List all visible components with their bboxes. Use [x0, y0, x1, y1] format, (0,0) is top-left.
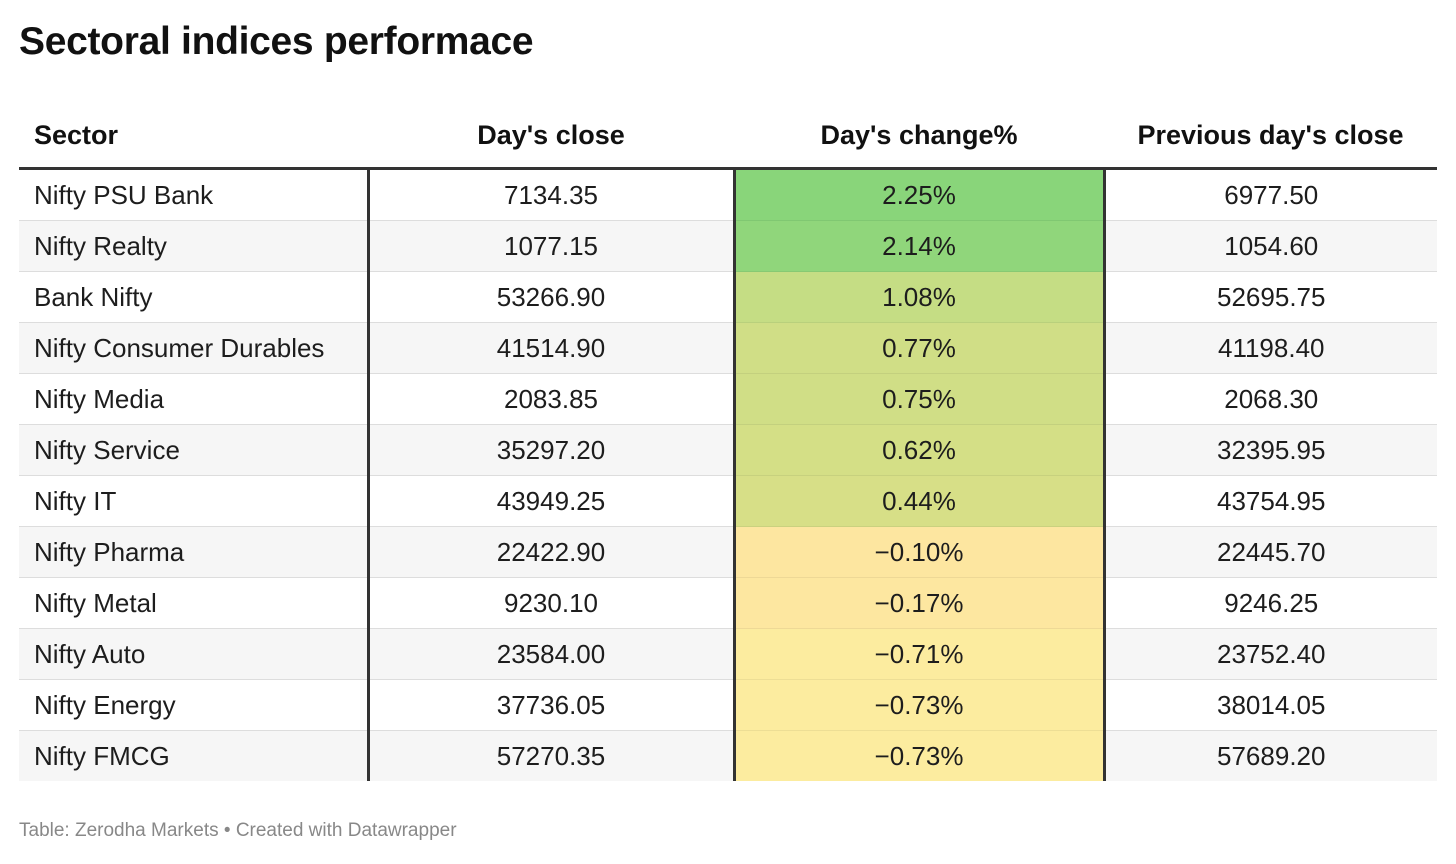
- sector-cell: Nifty Energy: [19, 679, 370, 731]
- days-close-cell: 9230.10: [368, 577, 734, 629]
- days-change-cell: −0.71%: [732, 628, 1106, 680]
- previous-close-cell: 22445.70: [1104, 526, 1437, 578]
- table-body: Nifty PSU Bank 7134.35 2.25% 6977.50 Nifty R…: [19, 168, 1437, 781]
- column-header-days-change[interactable]: Day's change%: [734, 103, 1104, 170]
- source-label: Table: Zerodha Markets: [19, 820, 219, 841]
- sector-cell: Nifty Pharma: [19, 526, 370, 578]
- previous-close-cell: 52695.75: [1104, 271, 1437, 323]
- table-header: Sector Day's close Day's change% Previou…: [19, 103, 1437, 170]
- table-row: Nifty FMCG 57270.35 −0.73% 57689.20: [19, 730, 1437, 781]
- previous-close-cell: 43754.95: [1104, 475, 1437, 527]
- datawrapper-credit-link[interactable]: Created with Datawrapper: [235, 820, 457, 841]
- table-row: Nifty Consumer Durables 41514.90 0.77% 4119…: [19, 322, 1437, 374]
- days-close-cell: 7134.35: [368, 168, 734, 221]
- days-close-cell: 57270.35: [368, 730, 734, 781]
- sector-cell: Nifty Service: [19, 424, 370, 476]
- days-close-cell: 53266.90: [368, 271, 734, 323]
- sector-cell: Nifty FMCG: [19, 730, 370, 781]
- days-change-cell: 0.75%: [732, 373, 1106, 425]
- sector-cell: Nifty Auto: [19, 628, 370, 680]
- table-row: Nifty Energy 37736.05 −0.73% 38014.05: [19, 679, 1437, 731]
- sector-cell: Nifty IT: [19, 475, 370, 527]
- previous-close-cell: 57689.20: [1104, 730, 1437, 781]
- days-change-cell: 2.25%: [732, 168, 1106, 221]
- sector-cell: Nifty Realty: [19, 220, 370, 272]
- previous-close-cell: 38014.05: [1104, 679, 1437, 731]
- days-change-cell: −0.73%: [732, 730, 1106, 781]
- chart-title: Sectoral indices performace: [19, 20, 534, 63]
- previous-close-cell: 6977.50: [1104, 168, 1437, 221]
- previous-close-cell: 41198.40: [1104, 322, 1437, 374]
- days-change-cell: 0.62%: [732, 424, 1106, 476]
- table-row: Nifty Media 2083.85 0.75% 2068.30: [19, 373, 1437, 425]
- table-row: Nifty PSU Bank 7134.35 2.25% 6977.50: [19, 168, 1437, 221]
- table-row: Nifty Realty 1077.15 2.14% 1054.60: [19, 220, 1437, 272]
- days-close-cell: 43949.25: [368, 475, 734, 527]
- days-change-cell: −0.10%: [732, 526, 1106, 578]
- days-change-cell: 2.14%: [732, 220, 1106, 272]
- days-close-cell: 23584.00: [368, 628, 734, 680]
- table-row: Nifty Auto 23584.00 −0.71% 23752.40: [19, 628, 1437, 680]
- column-header-previous-close[interactable]: Previous day's close: [1104, 103, 1437, 170]
- days-change-cell: 0.44%: [732, 475, 1106, 527]
- table-row: Bank Nifty 53266.90 1.08% 52695.75: [19, 271, 1437, 323]
- table-row: Nifty IT 43949.25 0.44% 43754.95: [19, 475, 1437, 527]
- footer-separator: •: [223, 820, 231, 841]
- header-row: Sector Day's close Day's change% Previou…: [19, 103, 1437, 170]
- table-row: Nifty Service 35297.20 0.62% 32395.95: [19, 424, 1437, 476]
- table-row: Nifty Pharma 22422.90 −0.10% 22445.70: [19, 526, 1437, 578]
- sector-cell: Nifty PSU Bank: [19, 168, 370, 221]
- sector-cell: Nifty Consumer Durables: [19, 322, 370, 374]
- previous-close-cell: 9246.25: [1104, 577, 1437, 629]
- days-change-cell: 0.77%: [732, 322, 1106, 374]
- table-footer: Table: Zerodha Markets • Created with Da…: [19, 820, 457, 842]
- sector-cell: Nifty Media: [19, 373, 370, 425]
- previous-close-cell: 2068.30: [1104, 373, 1437, 425]
- sector-performance-table: Sector Day's close Day's change% Previou…: [19, 103, 1437, 781]
- column-header-days-close[interactable]: Day's close: [368, 103, 734, 170]
- days-close-cell: 22422.90: [368, 526, 734, 578]
- days-close-cell: 2083.85: [368, 373, 734, 425]
- sector-cell: Bank Nifty: [19, 271, 370, 323]
- days-close-cell: 1077.15: [368, 220, 734, 272]
- days-change-cell: 1.08%: [732, 271, 1106, 323]
- table-row: Nifty Metal 9230.10 −0.17% 9246.25: [19, 577, 1437, 629]
- previous-close-cell: 32395.95: [1104, 424, 1437, 476]
- column-header-sector[interactable]: Sector: [19, 103, 368, 170]
- previous-close-cell: 1054.60: [1104, 220, 1437, 272]
- days-close-cell: 37736.05: [368, 679, 734, 731]
- previous-close-cell: 23752.40: [1104, 628, 1437, 680]
- days-change-cell: −0.73%: [732, 679, 1106, 731]
- days-change-cell: −0.17%: [732, 577, 1106, 629]
- sector-cell: Nifty Metal: [19, 577, 370, 629]
- days-close-cell: 35297.20: [368, 424, 734, 476]
- days-close-cell: 41514.90: [368, 322, 734, 374]
